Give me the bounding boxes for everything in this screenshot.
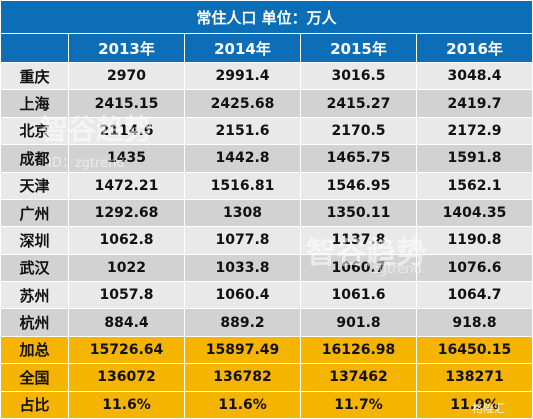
city-name: 深圳 <box>0 226 69 255</box>
table-row: 天津 1472.21 1516.81 1546.95 1562.1 <box>0 171 533 200</box>
corner-cell <box>0 33 69 63</box>
population-cell: 1060.7 <box>300 253 417 283</box>
population-cell: 1190.8 <box>415 226 533 255</box>
summary-row-national: 全国 136072 136782 137462 138271 <box>0 363 533 392</box>
population-cell: 2425.68 <box>184 89 301 118</box>
table-row: 苏州 1057.8 1060.4 1061.6 1064.7 <box>0 280 533 310</box>
population-cell: 1064.7 <box>415 280 533 310</box>
population-cell: 918.8 <box>415 308 533 337</box>
population-cell: 2114.6 <box>68 116 185 146</box>
summary-cell: 16126.98 <box>300 335 417 365</box>
summary-cell: 11.6% <box>184 390 301 419</box>
population-cell: 1077.8 <box>184 226 301 255</box>
population-cell: 2151.6 <box>184 116 301 146</box>
population-cell: 2970 <box>68 61 185 91</box>
city-name: 武汉 <box>0 253 69 283</box>
population-cell: 1060.4 <box>184 280 301 310</box>
population-cell: 1308 <box>184 198 301 228</box>
population-cell: 1562.1 <box>415 171 533 200</box>
year-header: 2013年 <box>68 33 185 63</box>
population-cell: 3048.4 <box>415 61 533 91</box>
population-cell: 1516.81 <box>184 171 301 200</box>
title-row: 常住人口 单位：万人 <box>0 0 533 34</box>
summary-cell: 11.9% <box>415 390 533 419</box>
table-row: 广州 1292.68 1308 1350.11 1404.35 <box>0 198 533 228</box>
city-name: 杭州 <box>0 308 69 337</box>
city-name: 广州 <box>0 198 69 228</box>
table-title: 常住人口 单位：万人 <box>0 0 533 34</box>
summary-cell: 138271 <box>415 363 533 392</box>
summary-cell: 11.7% <box>300 390 417 419</box>
population-cell: 1033.8 <box>184 253 301 283</box>
population-cell: 2172.9 <box>415 116 533 146</box>
header-row: 2013年 2014年 2015年 2016年 <box>0 33 533 63</box>
population-cell: 1435 <box>68 144 185 173</box>
population-cell: 1591.8 <box>415 144 533 173</box>
summary-cell: 136782 <box>184 363 301 392</box>
city-name: 北京 <box>0 116 69 146</box>
city-name: 重庆 <box>0 61 69 91</box>
summary-cell: 137462 <box>300 363 417 392</box>
summary-cell: 16450.15 <box>415 335 533 365</box>
population-cell: 1442.8 <box>184 144 301 173</box>
city-name: 天津 <box>0 171 69 200</box>
summary-row-share: 占比 11.6% 11.6% 11.7% 11.9% <box>0 390 533 419</box>
population-cell: 3016.5 <box>300 61 417 91</box>
year-header: 2015年 <box>300 33 417 63</box>
table-row: 深圳 1062.8 1077.8 1137.8 1190.8 <box>0 226 533 255</box>
population-cell: 1465.75 <box>300 144 417 173</box>
city-name: 成都 <box>0 144 69 173</box>
table-row: 北京 2114.6 2151.6 2170.5 2172.9 <box>0 116 533 146</box>
population-cell: 1404.35 <box>415 198 533 228</box>
population-cell: 884.4 <box>68 308 185 337</box>
summary-label: 占比 <box>0 390 69 419</box>
table-row: 杭州 884.4 889.2 901.8 918.8 <box>0 308 533 337</box>
table-row: 武汉 1022 1033.8 1060.7 1076.6 <box>0 253 533 283</box>
summary-label: 全国 <box>0 363 69 392</box>
summary-cell: 11.6% <box>68 390 185 419</box>
population-cell: 1022 <box>68 253 185 283</box>
population-cell: 889.2 <box>184 308 301 337</box>
population-cell: 901.8 <box>300 308 417 337</box>
population-cell: 1062.8 <box>68 226 185 255</box>
population-cell: 2170.5 <box>300 116 417 146</box>
population-cell: 1292.68 <box>68 198 185 228</box>
population-cell: 1057.8 <box>68 280 185 310</box>
population-cell: 1472.21 <box>68 171 185 200</box>
population-cell: 2991.4 <box>184 61 301 91</box>
population-cell: 1061.6 <box>300 280 417 310</box>
table-row: 重庆 2970 2991.4 3016.5 3048.4 <box>0 61 533 91</box>
summary-cell: 15726.64 <box>68 335 185 365</box>
summary-cell: 15897.49 <box>184 335 301 365</box>
population-cell: 1076.6 <box>415 253 533 283</box>
population-cell: 2415.27 <box>300 89 417 118</box>
year-header: 2014年 <box>184 33 301 63</box>
population-cell: 2415.15 <box>68 89 185 118</box>
city-name: 苏州 <box>0 280 69 310</box>
population-cell: 2419.7 <box>415 89 533 118</box>
summary-label: 加总 <box>0 335 69 365</box>
population-cell: 1546.95 <box>300 171 417 200</box>
table-row: 成都 1435 1442.8 1465.75 1591.8 <box>0 144 533 173</box>
table-row: 上海 2415.15 2425.68 2415.27 2419.7 <box>0 89 533 118</box>
population-cell: 1350.11 <box>300 198 417 228</box>
city-name: 上海 <box>0 89 69 118</box>
summary-cell: 136072 <box>68 363 185 392</box>
summary-row-total: 加总 15726.64 15897.49 16126.98 16450.15 <box>0 335 533 365</box>
year-header: 2016年 <box>415 33 533 63</box>
population-cell: 1137.8 <box>300 226 417 255</box>
